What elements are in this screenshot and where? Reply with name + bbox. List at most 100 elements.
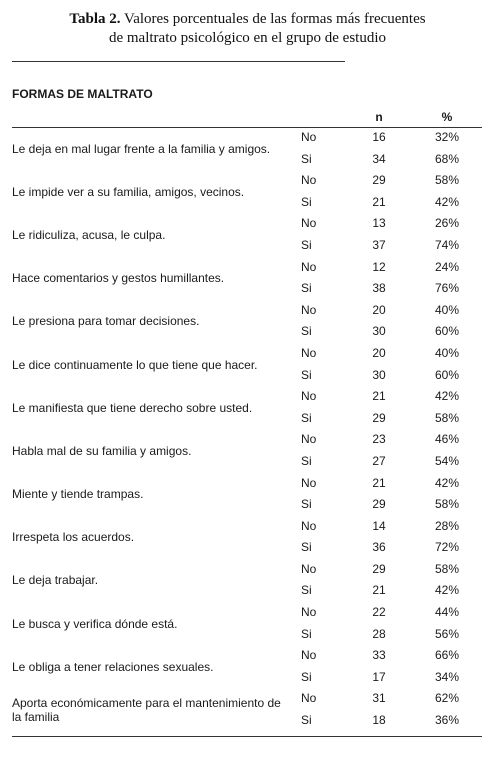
- response-count: 21: [372, 389, 386, 404]
- response-answer: Si: [301, 194, 312, 209]
- response-percent: 42%: [434, 475, 460, 490]
- maltrato-form-label: Le presiona para tomar decisiones.: [12, 314, 200, 329]
- caption-label: Tabla 2.: [69, 11, 121, 27]
- response-answer: Si: [301, 453, 312, 468]
- maltrato-form-label: Le busca y verifica dónde está.: [12, 616, 178, 631]
- table-row: Le busca y verifica dónde está. No 22 44% Si…: [0, 602, 495, 645]
- maltrato-form-label: Le ridiculiza, acusa, le culpa.: [12, 227, 166, 242]
- response-answer: Si: [301, 410, 312, 425]
- response-line: No 23 46%: [0, 429, 495, 451]
- response-count: 12: [372, 259, 386, 274]
- response-line: Si 29 58%: [0, 494, 495, 516]
- caption-text-line-2: de maltrato psicológico en el grupo de e…: [108, 30, 386, 46]
- response-line: No 29 58%: [0, 170, 495, 192]
- header-divider: [12, 127, 482, 128]
- table-body: Le deja en mal lugar frente a la familia…: [0, 127, 495, 732]
- response-percent: 58%: [434, 410, 460, 425]
- maltrato-form-label: Le dice continuamente lo que tiene que h…: [12, 357, 258, 372]
- table-row: Le deja en mal lugar frente a la familia…: [0, 127, 495, 170]
- caption-line-1: Tabla 2. Valores porcentuales de las for…: [0, 10, 495, 29]
- response-percent: 28%: [434, 518, 460, 533]
- response-percent: 60%: [434, 367, 460, 382]
- response-count: 34: [372, 151, 386, 166]
- response-answer: No: [301, 691, 317, 706]
- caption-text-line-1: Valores porcentuales de las formas más f…: [124, 11, 426, 27]
- response-answer: No: [301, 173, 317, 188]
- response-count: 23: [372, 432, 386, 447]
- response-count: 30: [372, 367, 386, 382]
- response-count: 29: [372, 410, 386, 425]
- maltrato-form-label: Le impide ver a su familia, amigos, veci…: [12, 184, 245, 199]
- response-line: Si 21 42%: [0, 580, 495, 602]
- response-percent: 34%: [434, 669, 460, 684]
- response-answer: No: [301, 518, 317, 533]
- response-count: 29: [372, 173, 386, 188]
- response-answer: Si: [301, 324, 312, 339]
- response-answer: Si: [301, 367, 312, 382]
- maltrato-form-label: Irrespeta los acuerdos.: [12, 530, 135, 545]
- response-line: Si 27 54%: [0, 451, 495, 473]
- response-answer: No: [301, 648, 317, 663]
- table-row: Le dice continuamente lo que tiene que h…: [0, 343, 495, 386]
- bottom-divider: [12, 736, 482, 737]
- section-title: FORMAS DE MALTRATO: [12, 87, 153, 101]
- response-answer: No: [301, 475, 317, 490]
- response-line: Si 28 56%: [0, 624, 495, 646]
- response-count: 13: [372, 216, 386, 231]
- response-percent: 68%: [434, 151, 460, 166]
- response-percent: 74%: [434, 237, 460, 252]
- response-line: No 13 26%: [0, 213, 495, 235]
- response-line: Si 34 68%: [0, 149, 495, 171]
- response-count: 28: [372, 626, 386, 641]
- response-percent: 40%: [434, 302, 460, 317]
- response-count: 29: [372, 561, 386, 576]
- response-percent: 66%: [434, 648, 460, 663]
- response-count: 21: [372, 583, 386, 598]
- response-count: 38: [372, 281, 386, 296]
- response-line: No 22 44%: [0, 602, 495, 624]
- table-row: Aporta económicamente para el mantenimie…: [0, 688, 495, 731]
- response-line: Si 29 58%: [0, 408, 495, 430]
- response-count: 29: [372, 497, 386, 512]
- table-row: Habla mal de su familia y amigos. No 23 46%…: [0, 429, 495, 472]
- maltrato-form-label: Habla mal de su familia y amigos.: [12, 443, 192, 458]
- response-count: 20: [372, 302, 386, 317]
- table-row: Miente y tiende trampas. No 21 42% Si 29 58%: [0, 473, 495, 516]
- response-percent: 44%: [434, 605, 460, 620]
- response-line: Si 18 36%: [0, 710, 495, 732]
- maltrato-form-label: Le deja trabajar.: [12, 573, 99, 588]
- response-answer: Si: [301, 713, 312, 728]
- response-percent: 56%: [434, 626, 460, 641]
- response-count: 21: [372, 475, 386, 490]
- response-line: Si 30 60%: [0, 321, 495, 343]
- response-answer: No: [301, 345, 317, 360]
- table-caption: Tabla 2. Valores porcentuales de las for…: [0, 10, 495, 48]
- response-percent: 32%: [434, 130, 460, 144]
- response-line: No 21 42%: [0, 473, 495, 495]
- maltrato-form-label: Aporta económicamente para el mantenimie…: [12, 696, 281, 725]
- response-percent: 36%: [434, 713, 460, 728]
- response-answer: Si: [301, 281, 312, 296]
- response-answer: No: [301, 216, 317, 231]
- response-answer: No: [301, 389, 317, 404]
- response-answer: Si: [301, 540, 312, 555]
- response-percent: 40%: [434, 345, 460, 360]
- response-percent: 72%: [434, 540, 460, 555]
- response-answer: Si: [301, 583, 312, 598]
- response-count: 37: [372, 237, 386, 252]
- response-answer: No: [301, 605, 317, 620]
- response-line: No 20 40%: [0, 343, 495, 365]
- response-percent: 58%: [434, 561, 460, 576]
- response-answer: Si: [301, 151, 312, 166]
- maltrato-form-label: Le deja en mal lugar frente a la familia…: [12, 141, 271, 156]
- response-answer: Si: [301, 626, 312, 641]
- response-count: 17: [372, 669, 386, 684]
- response-percent: 76%: [434, 281, 460, 296]
- response-line: No 12 24%: [0, 257, 495, 279]
- response-line: No 31 62%: [0, 688, 495, 710]
- table-row: Irrespeta los acuerdos. No 14 28% Si 36 72%: [0, 516, 495, 559]
- response-line: Si 38 76%: [0, 278, 495, 300]
- response-percent: 26%: [434, 216, 460, 231]
- response-line: No 21 42%: [0, 386, 495, 408]
- response-answer: No: [301, 302, 317, 317]
